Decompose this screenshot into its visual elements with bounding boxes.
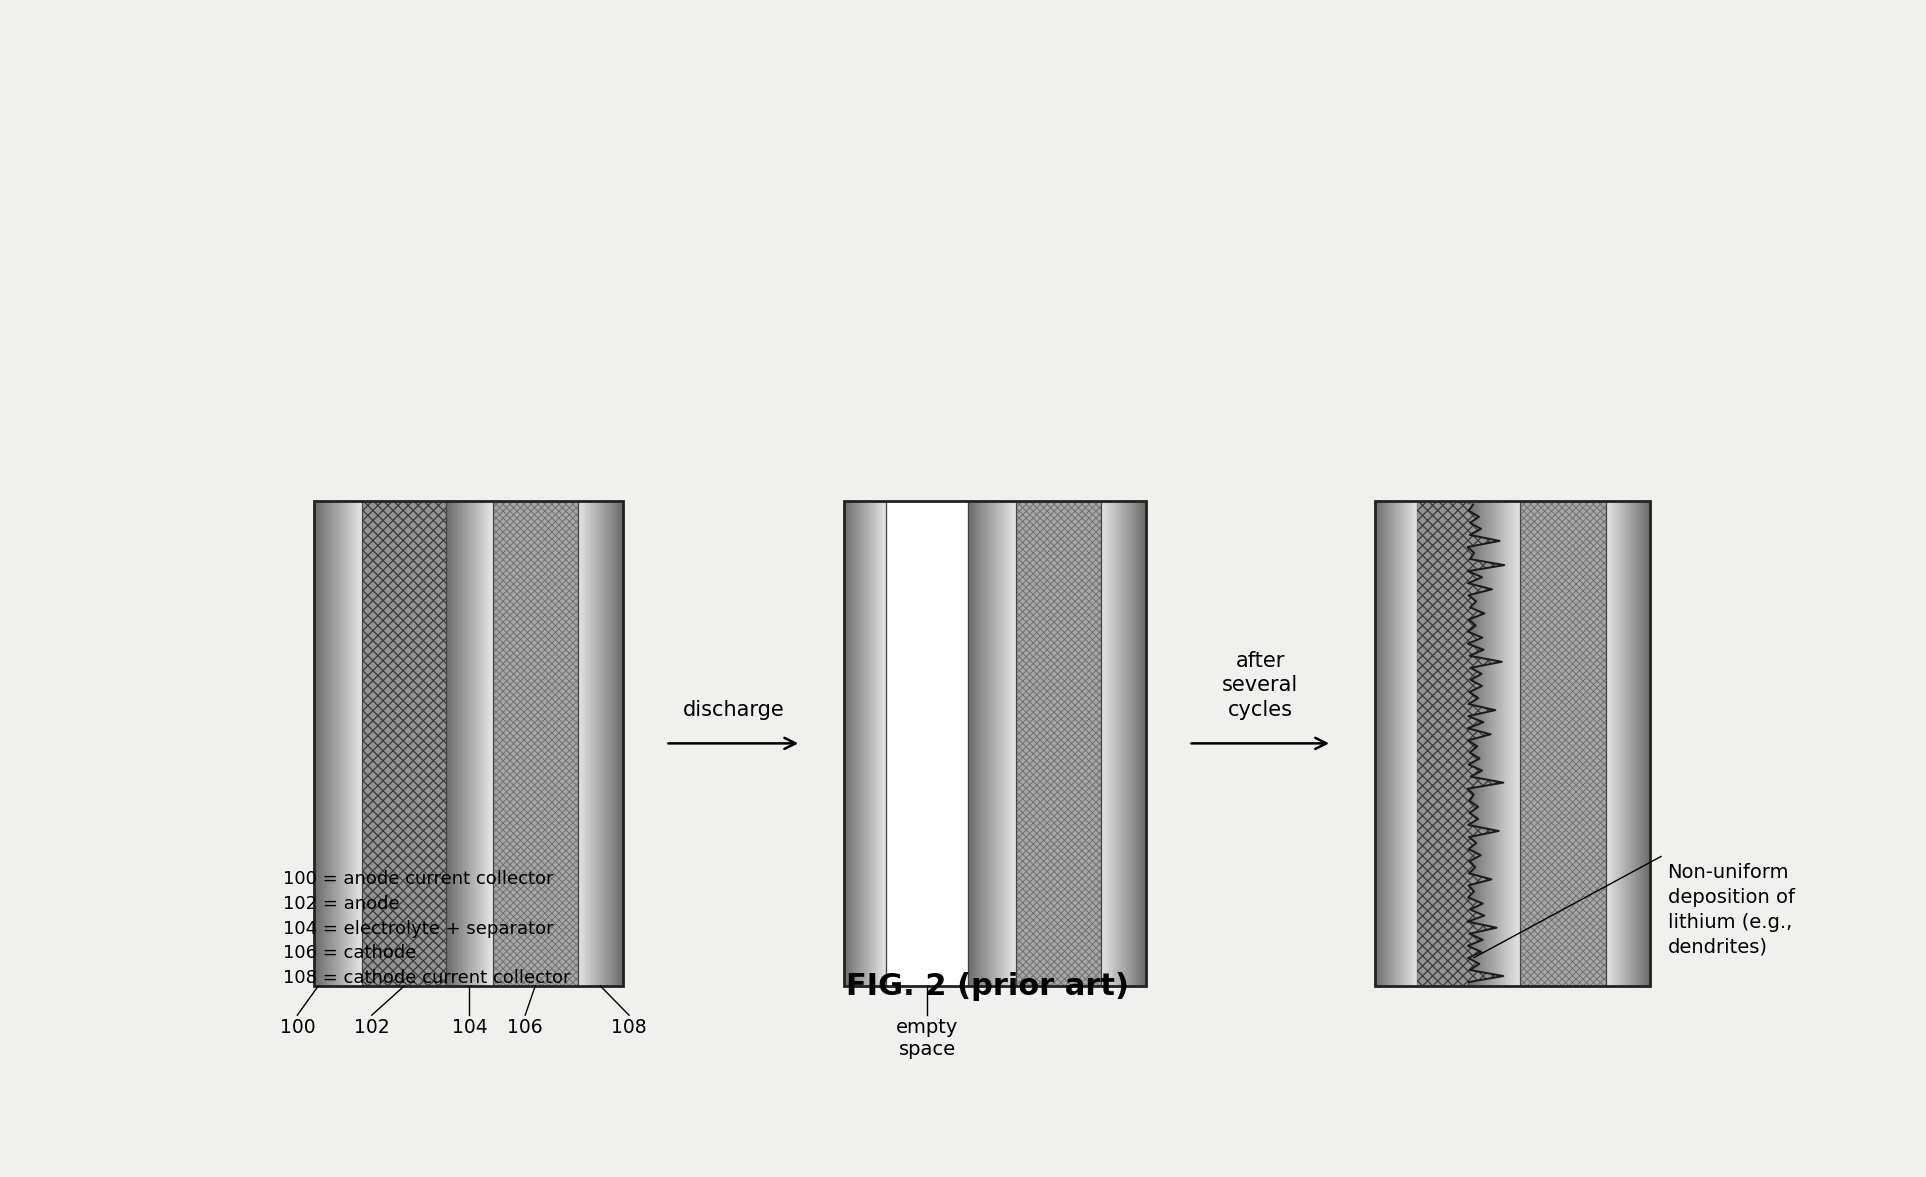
Text: discharge: discharge <box>682 700 784 720</box>
Text: after
several
cycles: after several cycles <box>1223 651 1298 720</box>
Text: 106 = cathode: 106 = cathode <box>283 944 416 963</box>
Text: 100 = anode current collector: 100 = anode current collector <box>283 871 555 889</box>
Text: 104: 104 <box>451 1018 487 1037</box>
Text: 108: 108 <box>611 1018 647 1037</box>
Text: FIG. 2 (prior art): FIG. 2 (prior art) <box>846 972 1129 1002</box>
Bar <box>1015 501 1102 986</box>
Bar <box>314 501 622 986</box>
Text: 104 = electrolyte + separator: 104 = electrolyte + separator <box>283 919 555 938</box>
Bar <box>493 501 578 986</box>
Bar <box>578 501 622 986</box>
Bar <box>844 501 1146 986</box>
Text: 106: 106 <box>507 1018 543 1037</box>
Bar <box>1102 501 1146 986</box>
Bar <box>1418 501 1468 986</box>
Bar <box>844 501 886 986</box>
Text: Non-uniform
deposition of
lithium (e.g.,
dendrites): Non-uniform deposition of lithium (e.g.,… <box>1668 863 1795 957</box>
Bar <box>314 501 362 986</box>
Bar <box>1520 501 1606 986</box>
Polygon shape <box>1418 501 1504 986</box>
Bar <box>886 501 967 986</box>
Bar <box>362 501 447 986</box>
Text: 108 = cathode current collector: 108 = cathode current collector <box>283 969 570 988</box>
Bar <box>1015 501 1102 986</box>
Bar <box>1520 501 1606 986</box>
Bar <box>447 501 493 986</box>
Text: 102: 102 <box>354 1018 389 1037</box>
Bar <box>1375 501 1418 986</box>
Text: empty
space: empty space <box>896 1018 959 1059</box>
Text: 102 = anode: 102 = anode <box>283 895 401 913</box>
Bar <box>967 501 1015 986</box>
Bar <box>1375 501 1651 986</box>
Bar <box>1418 501 1468 986</box>
Polygon shape <box>1418 501 1504 986</box>
Bar <box>362 501 447 986</box>
Bar <box>1468 501 1520 986</box>
Text: 100: 100 <box>279 1018 316 1037</box>
Bar <box>1606 501 1651 986</box>
Bar <box>493 501 578 986</box>
